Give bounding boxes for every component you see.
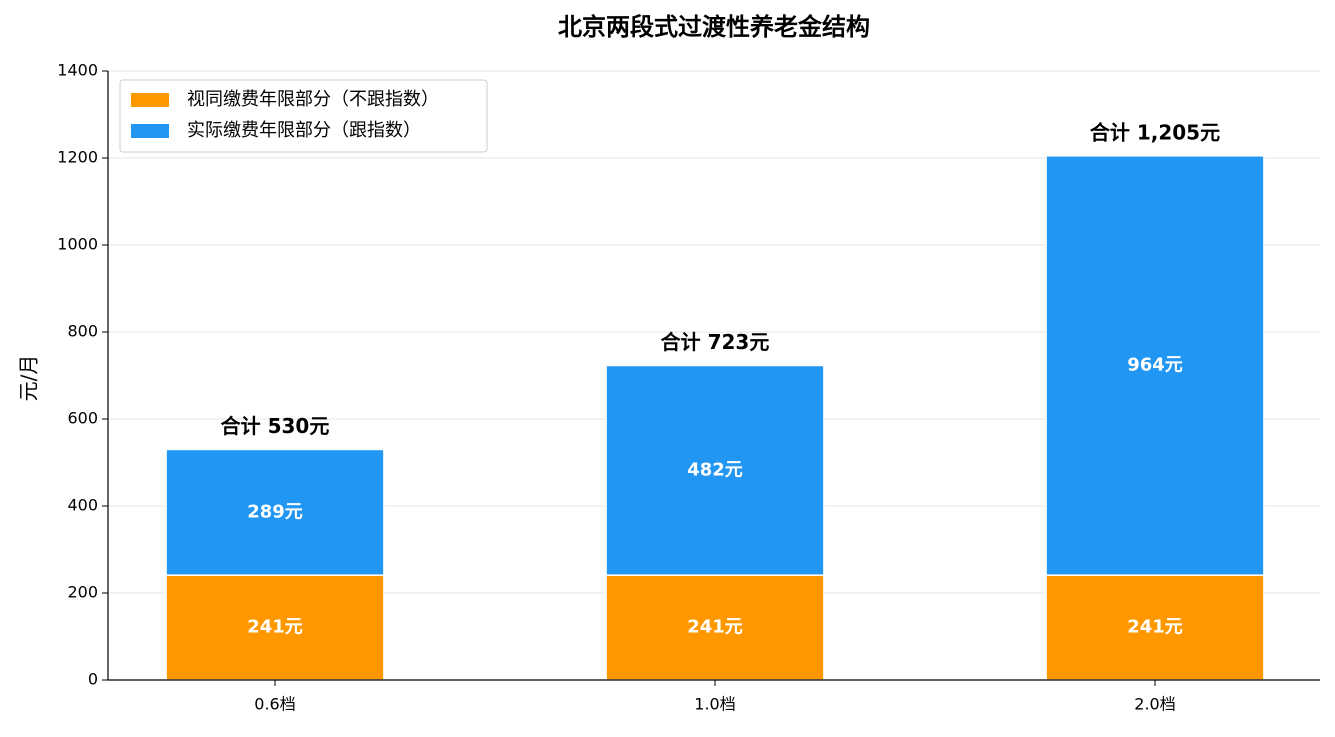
y-tick-label: 400 xyxy=(67,496,98,515)
bar-segment xyxy=(1045,574,1265,681)
x-tick-label: 2.0档 xyxy=(1134,695,1175,714)
bar-segment xyxy=(605,364,825,576)
x-tick-label: 1.0档 xyxy=(694,695,735,714)
legend-frame xyxy=(119,79,488,153)
y-tick-label: 1200 xyxy=(57,148,98,167)
y-tick-label: 1400 xyxy=(57,61,98,80)
value-label: 482元 xyxy=(687,459,743,480)
y-tick-label: 200 xyxy=(67,583,98,602)
y-tick-label: 600 xyxy=(67,409,98,428)
y-tick-label: 800 xyxy=(67,322,98,341)
total-label: 合计 723元 xyxy=(661,330,770,354)
value-label: 241元 xyxy=(687,617,743,638)
legend-swatch xyxy=(131,93,169,107)
chart-title: 北京两段式过渡性养老金结构 xyxy=(558,13,870,41)
y-tick-label: 1000 xyxy=(57,235,98,254)
legend-label: 视同缴费年限部分（不跟指数） xyxy=(187,89,439,110)
value-label: 964元 xyxy=(1127,354,1183,375)
bar-segment xyxy=(605,574,825,681)
value-label: 241元 xyxy=(247,617,303,638)
legend-label: 实际缴费年限部分（跟指数） xyxy=(187,120,421,141)
total-label: 合计 530元 xyxy=(221,414,330,438)
legend: 视同缴费年限部分（不跟指数） 实际缴费年限部分（跟指数） xyxy=(119,79,488,153)
legend-swatch xyxy=(131,124,169,138)
bar-segment xyxy=(165,574,385,681)
y-tick-label: 0 xyxy=(88,670,98,689)
value-label: 241元 xyxy=(1127,617,1183,638)
y-axis-label: 元/月 xyxy=(17,355,41,402)
total-label: 合计 1,205元 xyxy=(1090,120,1220,144)
value-label: 289元 xyxy=(247,501,303,522)
x-tick-label: 0.6档 xyxy=(254,695,295,714)
bar-segment xyxy=(1045,155,1265,576)
bar-segment xyxy=(165,448,385,576)
